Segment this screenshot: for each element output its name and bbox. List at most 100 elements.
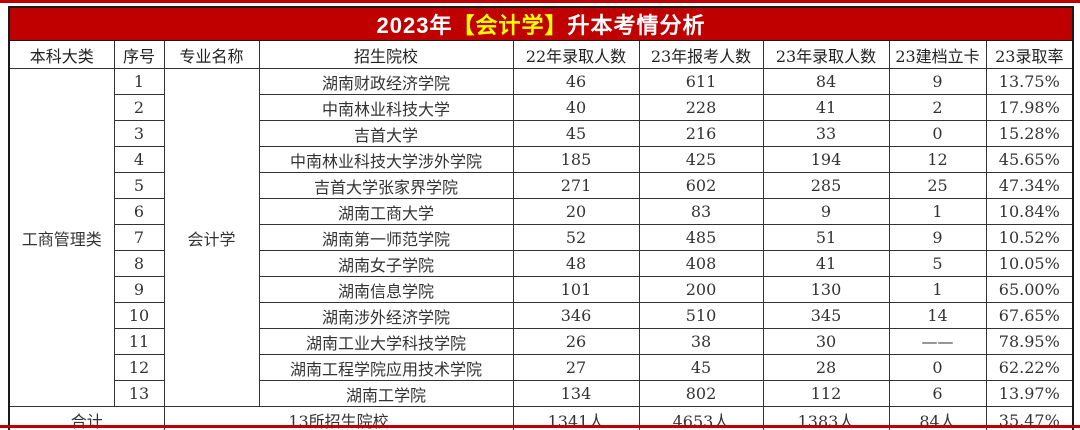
title-row: 2023年【会计学】升本考情分析 <box>8 6 1074 41</box>
rate-2023: 67.65% <box>985 302 1074 329</box>
poverty-card-2023: —— <box>888 328 987 355</box>
admit-2023: 51 <box>762 224 890 251</box>
poverty-card-2023: 25 <box>888 172 987 199</box>
poverty-card-2023: 0 <box>888 354 987 381</box>
row-no: 11 <box>113 328 165 355</box>
poverty-card-2023: 1 <box>888 276 987 303</box>
admit-2023: 130 <box>762 276 890 303</box>
title-suffix: 升本考情分析 <box>567 13 706 38</box>
row-no: 4 <box>113 146 165 173</box>
poverty-card-2023: 0 <box>888 120 987 147</box>
apply-2023: 45 <box>638 354 764 381</box>
apply-2023: 200 <box>638 276 764 303</box>
apply-2023: 510 <box>638 302 764 329</box>
row-no: 3 <box>113 120 165 147</box>
bottom-accent-line <box>0 425 1080 428</box>
college-name: 湖南财政经济学院 <box>258 68 514 95</box>
admit-2022: 271 <box>512 172 640 199</box>
row-no: 6 <box>113 198 165 225</box>
header-admit-2023: 23年录取人数 <box>762 40 890 69</box>
category-cell: 工商管理类 <box>8 68 115 407</box>
admit-2023: 194 <box>762 146 890 173</box>
admit-2022: 134 <box>512 380 640 407</box>
rate-2023: 17.98% <box>985 94 1074 121</box>
poverty-card-2023: 9 <box>888 68 987 95</box>
admit-2022: 45 <box>512 120 640 147</box>
admit-2023: 41 <box>762 250 890 277</box>
apply-2023: 611 <box>638 68 764 95</box>
college-name: 湖南工业大学科技学院 <box>258 328 514 355</box>
row-no: 13 <box>113 380 165 407</box>
row-no: 5 <box>113 172 165 199</box>
apply-2023: 425 <box>638 146 764 173</box>
header-major: 专业名称 <box>163 40 260 69</box>
rate-2023: 13.97% <box>985 380 1074 407</box>
poverty-card-2023: 1 <box>888 198 987 225</box>
table-row: 5 吉首大学张家界学院 271 602 285 25 47.34% <box>9 172 1074 199</box>
row-no: 1 <box>113 68 165 95</box>
table-row: 10 湖南涉外经济学院 346 510 345 14 67.65% <box>9 302 1074 329</box>
admit-2022: 185 <box>512 146 640 173</box>
row-no: 12 <box>113 354 165 381</box>
apply-2023: 38 <box>638 328 764 355</box>
college-name: 湖南信息学院 <box>258 276 514 303</box>
admit-2023: 345 <box>762 302 890 329</box>
college-name: 湖南工商大学 <box>258 198 514 225</box>
poverty-card-2023: 6 <box>888 380 987 407</box>
college-name: 湖南第一师范学院 <box>258 224 514 251</box>
footer-rate-2023: 35.47% <box>985 406 1074 430</box>
title-highlight: 【会计学】 <box>452 13 568 38</box>
header-apply-2023: 23年报考人数 <box>638 40 764 69</box>
rate-2023: 45.65% <box>985 146 1074 173</box>
admit-2022: 346 <box>512 302 640 329</box>
admit-2023: 30 <box>762 328 890 355</box>
header-admit-2022: 22年录取人数 <box>512 40 640 69</box>
poverty-card-2023: 2 <box>888 94 987 121</box>
table-row: 13 湖南工学院 134 802 112 6 13.97% <box>9 380 1074 407</box>
rate-2023: 47.34% <box>985 172 1074 199</box>
college-name: 中南林业科技大学 <box>258 94 514 121</box>
admit-2022: 101 <box>512 276 640 303</box>
table-row: 7 湖南第一师范学院 52 485 51 9 10.52% <box>9 224 1074 251</box>
rate-2023: 13.75% <box>985 68 1074 95</box>
rate-2023: 78.95% <box>985 328 1074 355</box>
apply-2023: 83 <box>638 198 764 225</box>
admit-2023: 285 <box>762 172 890 199</box>
apply-2023: 228 <box>638 94 764 121</box>
college-name: 湖南工程学院应用技术学院 <box>258 354 514 381</box>
rate-2023: 15.28% <box>985 120 1074 147</box>
admit-2023: 112 <box>762 380 890 407</box>
row-no: 7 <box>113 224 165 251</box>
admit-2022: 52 <box>512 224 640 251</box>
admit-2023: 41 <box>762 94 890 121</box>
poverty-card-2023: 14 <box>888 302 987 329</box>
admit-2023: 28 <box>762 354 890 381</box>
header-category: 本科大类 <box>8 40 115 69</box>
row-no: 8 <box>113 250 165 277</box>
college-name: 吉首大学 <box>258 120 514 147</box>
college-name: 湖南女子学院 <box>258 250 514 277</box>
header-poverty-card-2023: 23建档立卡 <box>888 40 987 69</box>
apply-2023: 485 <box>638 224 764 251</box>
table-row: 2 中南林业科技大学 40 228 41 2 17.98% <box>9 94 1074 121</box>
top-accent-line <box>0 0 1080 3</box>
admit-2023: 84 <box>762 68 890 95</box>
admit-2023: 33 <box>762 120 890 147</box>
poverty-card-2023: 5 <box>888 250 987 277</box>
rate-2023: 10.05% <box>985 250 1074 277</box>
row-no: 9 <box>113 276 165 303</box>
rate-2023: 62.22% <box>985 354 1074 381</box>
apply-2023: 408 <box>638 250 764 277</box>
header-college: 招生院校 <box>258 40 514 69</box>
table-title: 2023年【会计学】升本考情分析 <box>8 6 1074 41</box>
major-cell: 会计学 <box>163 68 260 407</box>
apply-2023: 216 <box>638 120 764 147</box>
admit-2022: 27 <box>512 354 640 381</box>
table-row: 工商管理类 1 会计学 湖南财政经济学院 46 611 84 9 13.75% <box>8 68 1074 407</box>
admit-2023: 9 <box>762 198 890 225</box>
rate-2023: 65.00% <box>985 276 1074 303</box>
table-row: 8 湖南女子学院 48 408 41 5 10.05% <box>9 250 1074 277</box>
college-name: 吉首大学张家界学院 <box>258 172 514 199</box>
college-name: 湖南涉外经济学院 <box>258 302 514 329</box>
